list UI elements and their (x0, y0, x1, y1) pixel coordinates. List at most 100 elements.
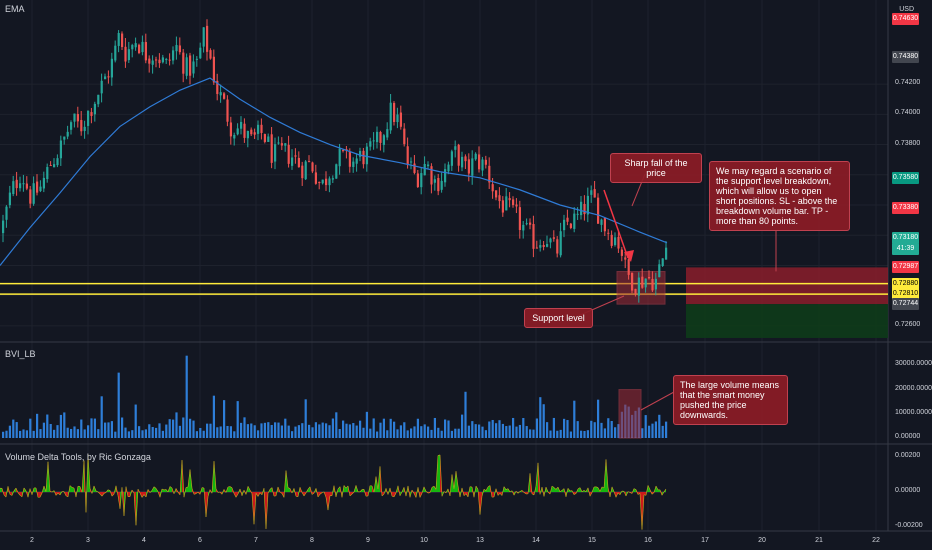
delta-line (477, 489, 481, 515)
delta-line (635, 489, 639, 495)
delta-line (439, 454, 443, 497)
delta-line (505, 488, 509, 490)
stop-loss-zone (686, 267, 888, 305)
delta-line (321, 491, 325, 494)
delta-line (313, 488, 317, 494)
delta-line (553, 487, 557, 490)
volume-bar (359, 420, 362, 438)
volume-bar (525, 426, 528, 438)
candle-body (97, 94, 100, 105)
delta-line (475, 485, 479, 490)
delta-segment (650, 489, 652, 495)
volume-bar (342, 420, 345, 438)
delta-line (83, 460, 87, 513)
volume-bar (212, 395, 215, 438)
volume-bar (450, 430, 453, 438)
volume-bar (331, 418, 334, 438)
delta-line (121, 487, 125, 516)
delta-line (627, 491, 631, 493)
candle-body (355, 158, 358, 164)
candle-body (563, 219, 566, 231)
volume-bar (59, 414, 62, 438)
delta-line (409, 489, 413, 498)
delta-line (175, 488, 179, 493)
volume-bar (165, 424, 168, 438)
candle-body (53, 164, 56, 168)
candle-body (532, 224, 535, 249)
delta-segment (432, 486, 434, 492)
volume-bar (522, 418, 525, 438)
candle-body (607, 232, 610, 234)
delta-line (599, 486, 603, 492)
delta-segment (296, 492, 298, 497)
delta-line (283, 470, 287, 498)
candle-body (427, 164, 430, 167)
delta-segment (554, 487, 556, 492)
delta-line (267, 489, 271, 494)
delta-line (363, 489, 367, 497)
candle-body (236, 128, 239, 135)
candle-body (243, 123, 246, 138)
volume-bar (382, 418, 385, 438)
delta-line (39, 493, 43, 498)
x-tick-label: 17 (701, 537, 709, 544)
volume-bar (648, 425, 651, 438)
delta-line (457, 485, 461, 498)
delta-segment (392, 492, 394, 497)
volume-bar (501, 423, 504, 438)
delta-line (637, 493, 641, 495)
delta-line (579, 487, 583, 492)
volume-bar (396, 429, 399, 438)
volume-bar (542, 404, 545, 438)
volume-bar (5, 430, 8, 438)
delta-line (149, 490, 153, 493)
delta-line (651, 492, 655, 495)
candle-body (233, 134, 236, 139)
candle-body (172, 50, 175, 61)
delta-line (517, 491, 521, 494)
volume-bar (12, 419, 15, 438)
delta-segment (416, 487, 418, 498)
candle-body (124, 46, 127, 62)
delta-line (111, 493, 115, 497)
delta-segment (72, 487, 74, 492)
candle-body (73, 113, 76, 122)
volume-bar (569, 431, 572, 438)
candle-body (219, 92, 222, 96)
candle-body (617, 236, 620, 249)
delta-line (257, 492, 261, 497)
delta-line (401, 487, 405, 492)
delta-line (45, 461, 49, 492)
delta-segment (526, 492, 528, 494)
candle-body (552, 237, 555, 239)
delta-line (347, 485, 351, 497)
delta-segment (398, 485, 400, 496)
volume-bar (182, 417, 185, 438)
volume-bar (471, 421, 474, 438)
volume-bar (110, 421, 113, 438)
volume-bar (267, 422, 270, 438)
candle-body (178, 45, 181, 53)
delta-line (391, 495, 395, 498)
delta-line (123, 486, 127, 516)
delta-line (287, 487, 291, 489)
candle-body (508, 198, 511, 201)
delta-line (451, 474, 455, 489)
volume-bar (127, 431, 130, 438)
volume-bar (512, 417, 515, 438)
delta-line (195, 491, 199, 494)
delta-y-tick: 0.00000 (895, 487, 921, 494)
volume-bar (399, 425, 402, 438)
delta-line (513, 491, 517, 496)
volume-bar (155, 427, 158, 438)
candle-body (209, 50, 212, 59)
x-tick-label: 3 (86, 537, 90, 544)
volume-bar (416, 418, 419, 438)
x-tick-label: 16 (644, 537, 652, 544)
delta-segment (542, 487, 544, 497)
delta-line (327, 495, 331, 511)
delta-line (387, 487, 391, 495)
candle-body (308, 161, 311, 163)
candle-body (331, 178, 334, 180)
